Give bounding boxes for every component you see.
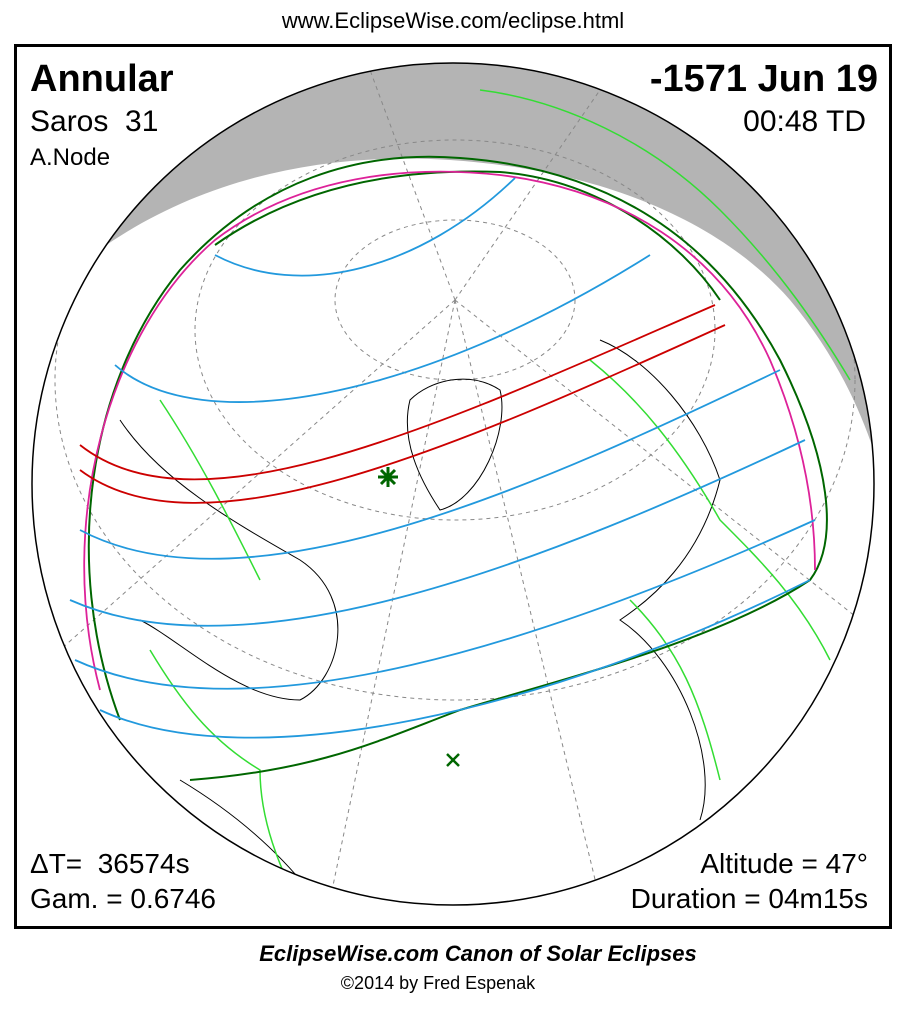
subsolar-marker: [446, 753, 460, 767]
footer-title: EclipseWise.com Canon of Solar Eclipses: [259, 941, 697, 966]
eclipse-type: Annular: [30, 58, 174, 100]
eclipse-date: -1571 Jun 19: [650, 58, 878, 100]
borders: [149, 89, 851, 905]
time: 00:48 TD: [743, 105, 866, 138]
rise-set-curve: [83, 170, 816, 691]
max-eclipse-line: [214, 170, 721, 301]
node: A.Node: [30, 144, 110, 171]
magnitude-curves: [69, 177, 816, 739]
altitude: Altitude = 47°: [700, 848, 868, 879]
delta-t: ΔT= 36574s: [30, 848, 190, 879]
gamma: Gam. = 0.6746: [30, 883, 216, 914]
greatest-eclipse-marker: [378, 467, 398, 487]
central-path: [79, 304, 726, 504]
url: www.EclipseWise.com/eclipse.html: [281, 8, 624, 33]
globe-outline: [31, 62, 875, 906]
saros: Saros 31: [30, 105, 158, 138]
duration: Duration = 04m15s: [631, 883, 868, 914]
copyright: ©2014 by Fred Espenak: [341, 973, 536, 993]
